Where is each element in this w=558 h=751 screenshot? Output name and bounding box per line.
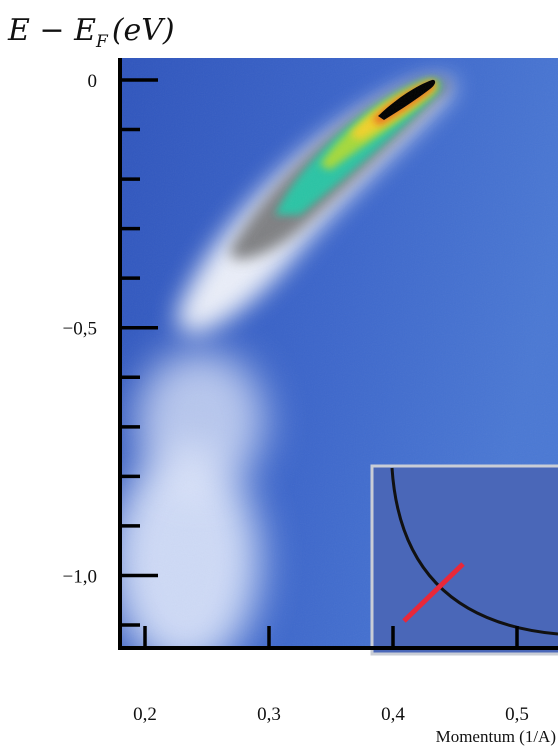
inset-box (370, 464, 558, 656)
axis-ticks (120, 78, 519, 648)
x-tick-label: 0,3 (257, 704, 281, 725)
x-tick-label: 0,2 (133, 704, 157, 725)
y-axis-title-main: E − E (7, 13, 96, 48)
momentum-cut-line (402, 562, 465, 623)
y-axis-title-subscript: F (95, 32, 109, 52)
y-axis-title: E − EF (eV) (7, 13, 175, 52)
y-tick-label: −1,0 (63, 566, 97, 587)
y-tick-label: 0 (88, 71, 98, 92)
axis-tick-labels: 0 −0,5 −1,0 0,2 0,3 0,4 0,5 (63, 71, 529, 725)
x-tick-label: 0,4 (381, 704, 405, 725)
x-axis-title: Momentum (1/A) (436, 727, 556, 746)
y-axis-title-unit: (eV) (112, 13, 175, 48)
inset (370, 464, 558, 656)
y-tick-label: −0,5 (63, 319, 97, 340)
x-tick-label: 0,5 (505, 704, 529, 725)
